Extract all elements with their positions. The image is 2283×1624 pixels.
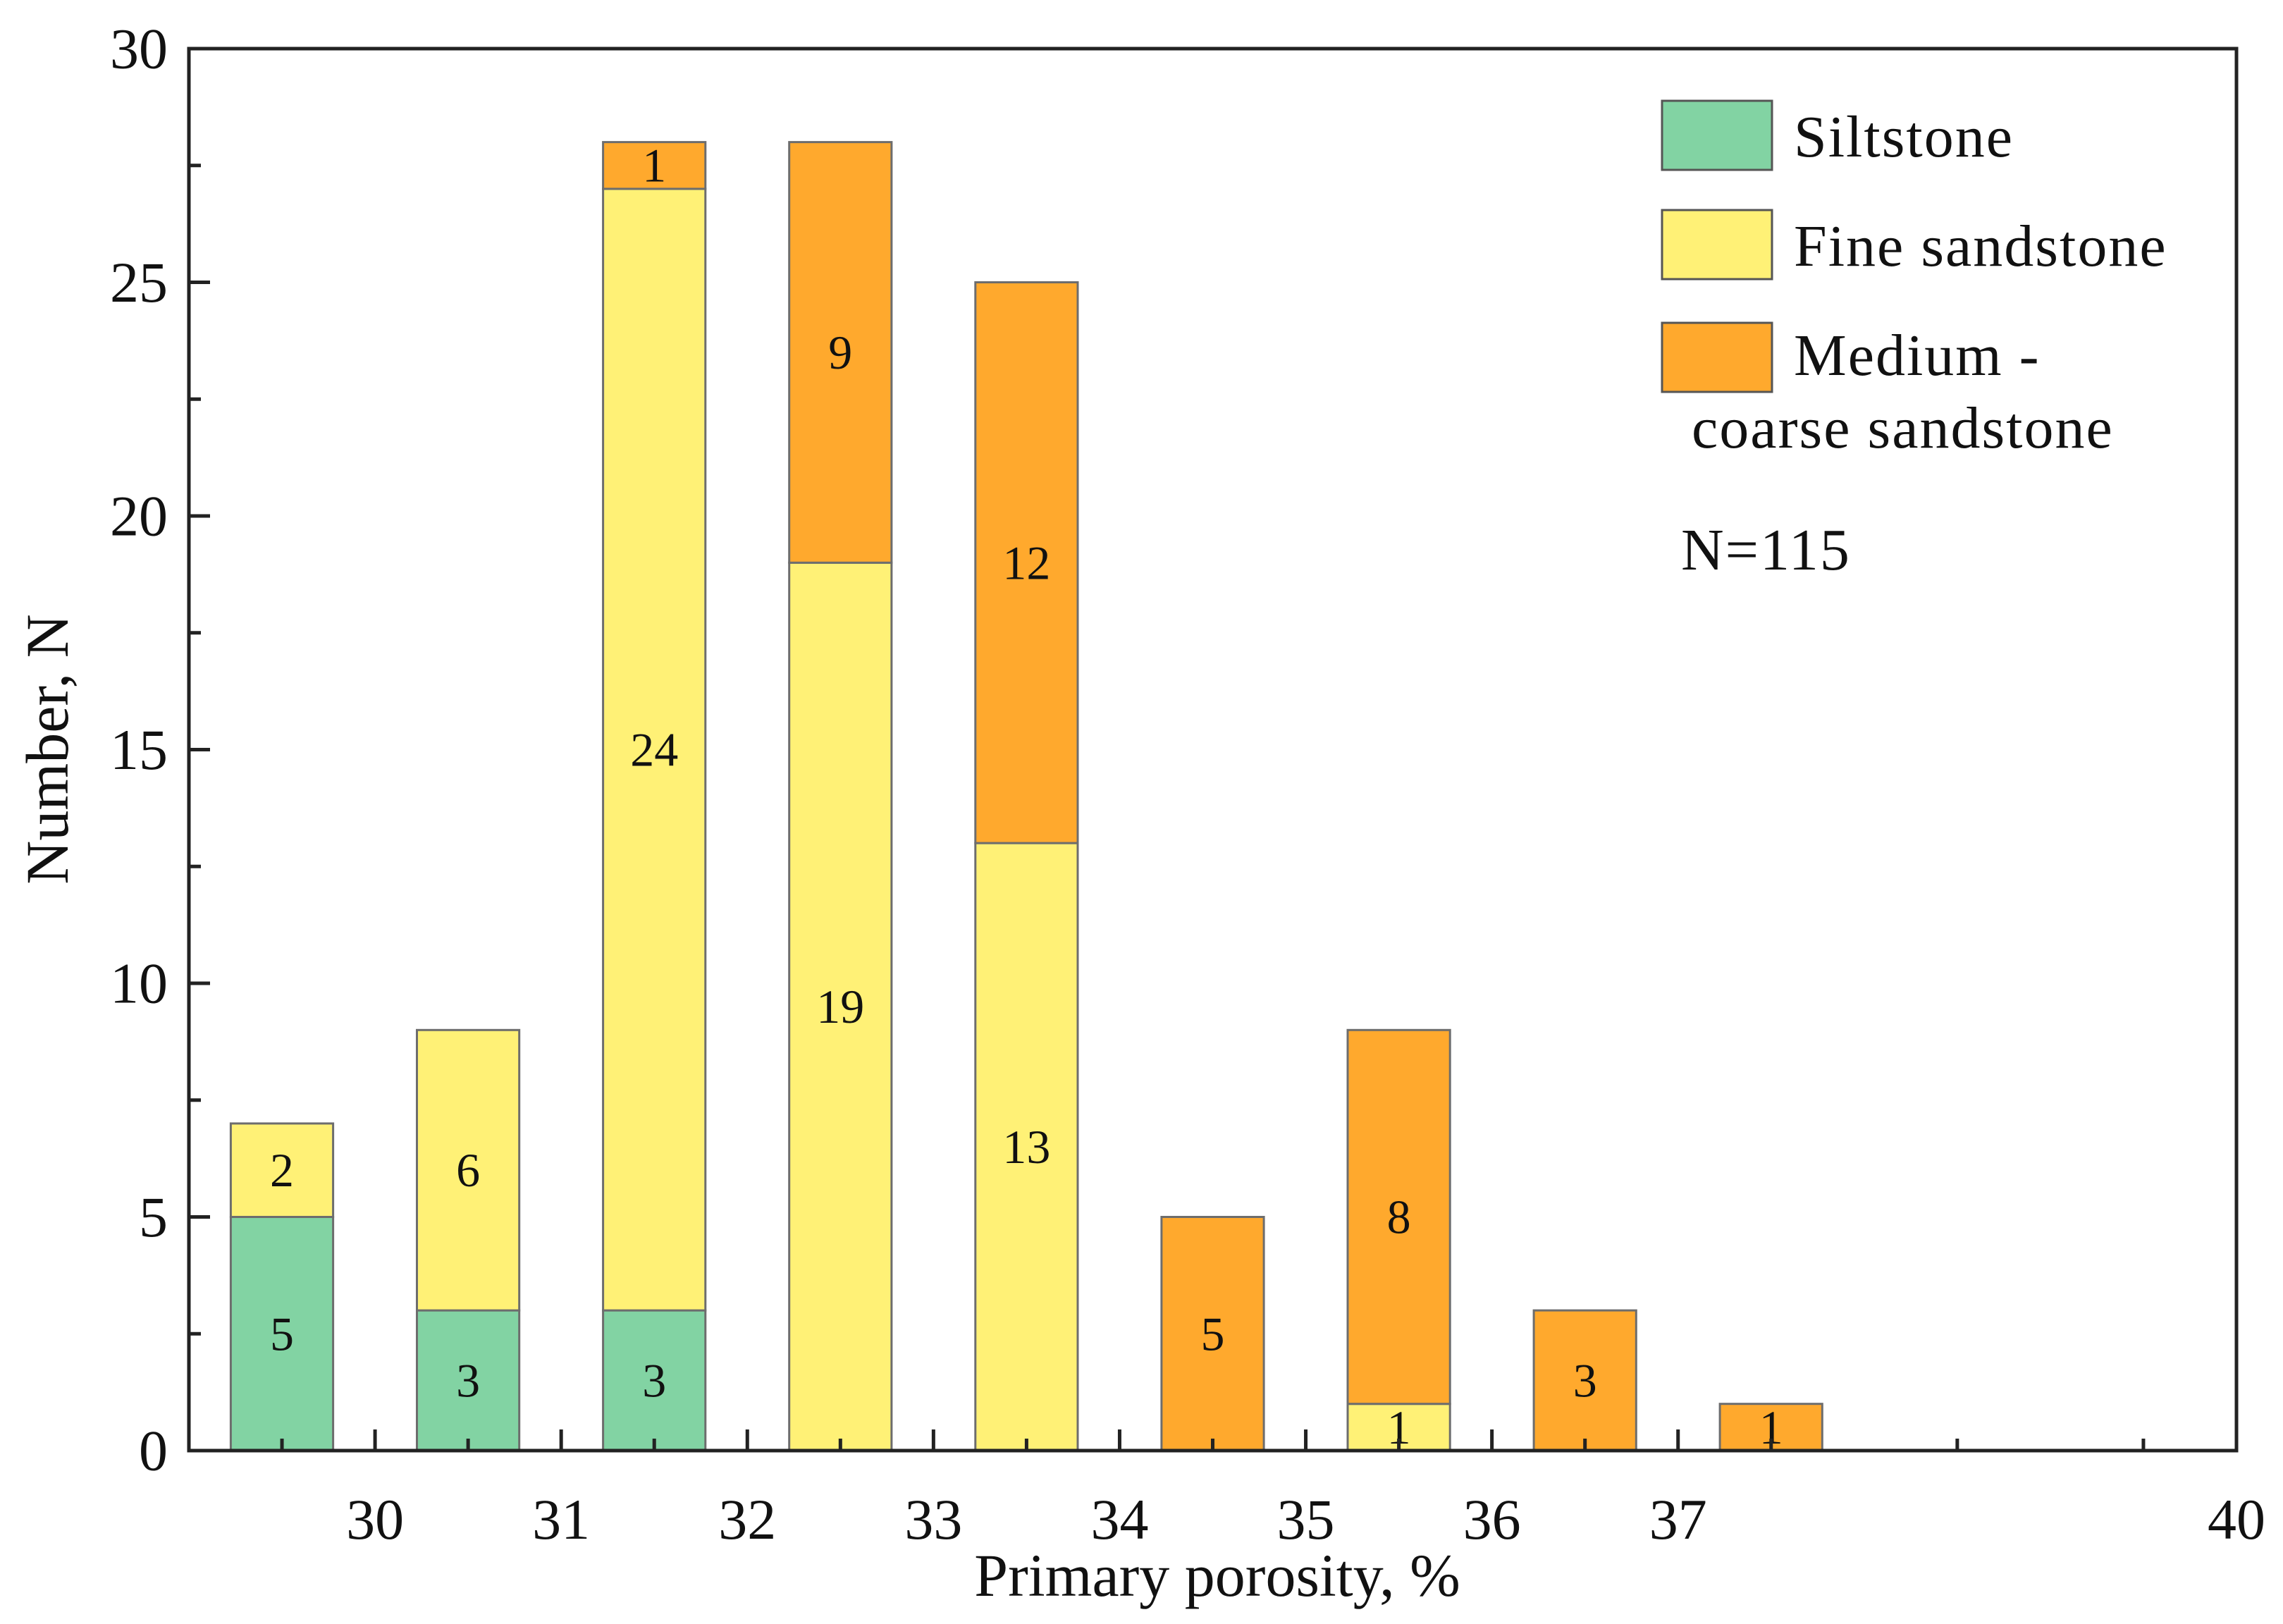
legend-swatch-fine-sandstone bbox=[1661, 209, 1773, 281]
bar-fine-sandstone-33.5 bbox=[974, 842, 1079, 1452]
y-tick-label: 25 bbox=[110, 250, 168, 314]
legend-label-coarse-sandstone: coarse sandstone bbox=[1692, 395, 2114, 461]
x-tick-label: 40 bbox=[2208, 1487, 2265, 1551]
x-tick-label: 30 bbox=[346, 1487, 404, 1551]
bar-fine-sandstone-29.5 bbox=[229, 1122, 335, 1219]
bar-value-label: 19 bbox=[816, 980, 864, 1033]
x-axis-title: Primary porosity, % bbox=[974, 1542, 1460, 1609]
y-axis-title: Number, N bbox=[13, 614, 81, 884]
bar-value-label: 9 bbox=[828, 326, 852, 379]
x-tick-label: 31 bbox=[532, 1487, 590, 1551]
bar-value-label: 5 bbox=[270, 1307, 294, 1360]
x-tick-label: 36 bbox=[1463, 1487, 1521, 1551]
bar-medium-coarse-sandstone-31.5 bbox=[602, 141, 707, 190]
bar-value-label: 3 bbox=[642, 1354, 666, 1408]
y-tick-label: 5 bbox=[139, 1185, 168, 1249]
bar-value-label: 3 bbox=[1573, 1354, 1597, 1408]
bar-value-label: 3 bbox=[456, 1354, 480, 1408]
bar-siltstone-29.5 bbox=[229, 1216, 335, 1452]
legend-label-siltstone: Siltstone bbox=[1794, 104, 2014, 170]
bar-fine-sandstone-31.5 bbox=[602, 187, 707, 1312]
bar-medium-coarse-sandstone-33.5 bbox=[974, 281, 1079, 844]
y-tick-label: 30 bbox=[110, 17, 168, 81]
bar-medium-coarse-sandstone-32.5 bbox=[788, 141, 893, 564]
x-tick-label: 37 bbox=[1649, 1487, 1707, 1551]
bar-value-label: 12 bbox=[1002, 536, 1050, 589]
bar-value-label: 5 bbox=[1201, 1307, 1225, 1360]
bar-value-label: 1 bbox=[642, 139, 666, 192]
bar-value-label: 24 bbox=[630, 723, 678, 777]
y-tick-label: 0 bbox=[139, 1419, 168, 1483]
bars-layer bbox=[229, 141, 1823, 1452]
legend-swatch-siltstone bbox=[1661, 99, 1773, 171]
bar-fine-sandstone-32.5 bbox=[788, 561, 893, 1452]
bar-value-label: 6 bbox=[456, 1143, 480, 1197]
legend: Siltstone Fine sandstone Medium - coarse… bbox=[1661, 99, 2167, 461]
bar-value-label: 8 bbox=[1387, 1191, 1411, 1244]
legend-label-fine-sandstone: Fine sandstone bbox=[1794, 214, 2167, 279]
y-tick-label: 20 bbox=[110, 484, 168, 548]
x-tick-label: 32 bbox=[718, 1487, 776, 1551]
x-tick-label: 34 bbox=[1090, 1487, 1148, 1551]
bar-medium-coarse-sandstone-34.5 bbox=[1160, 1216, 1265, 1452]
bar-value-label: 2 bbox=[270, 1143, 294, 1197]
x-tick-label: 33 bbox=[904, 1487, 962, 1551]
bar-value-label: 13 bbox=[1002, 1120, 1050, 1174]
y-tick-label: 10 bbox=[110, 952, 168, 1016]
sample-count-annotation: N=115 bbox=[1681, 517, 1851, 583]
legend-swatch-medium-coarse-sandstone bbox=[1661, 321, 1773, 393]
legend-label-medium: Medium - bbox=[1794, 323, 2041, 388]
y-tick-label: 15 bbox=[110, 718, 168, 782]
x-tick-label: 35 bbox=[1277, 1487, 1335, 1551]
bar-medium-coarse-sandstone-35.5 bbox=[1346, 1028, 1451, 1405]
bar-fine-sandstone-30.5 bbox=[416, 1028, 521, 1312]
